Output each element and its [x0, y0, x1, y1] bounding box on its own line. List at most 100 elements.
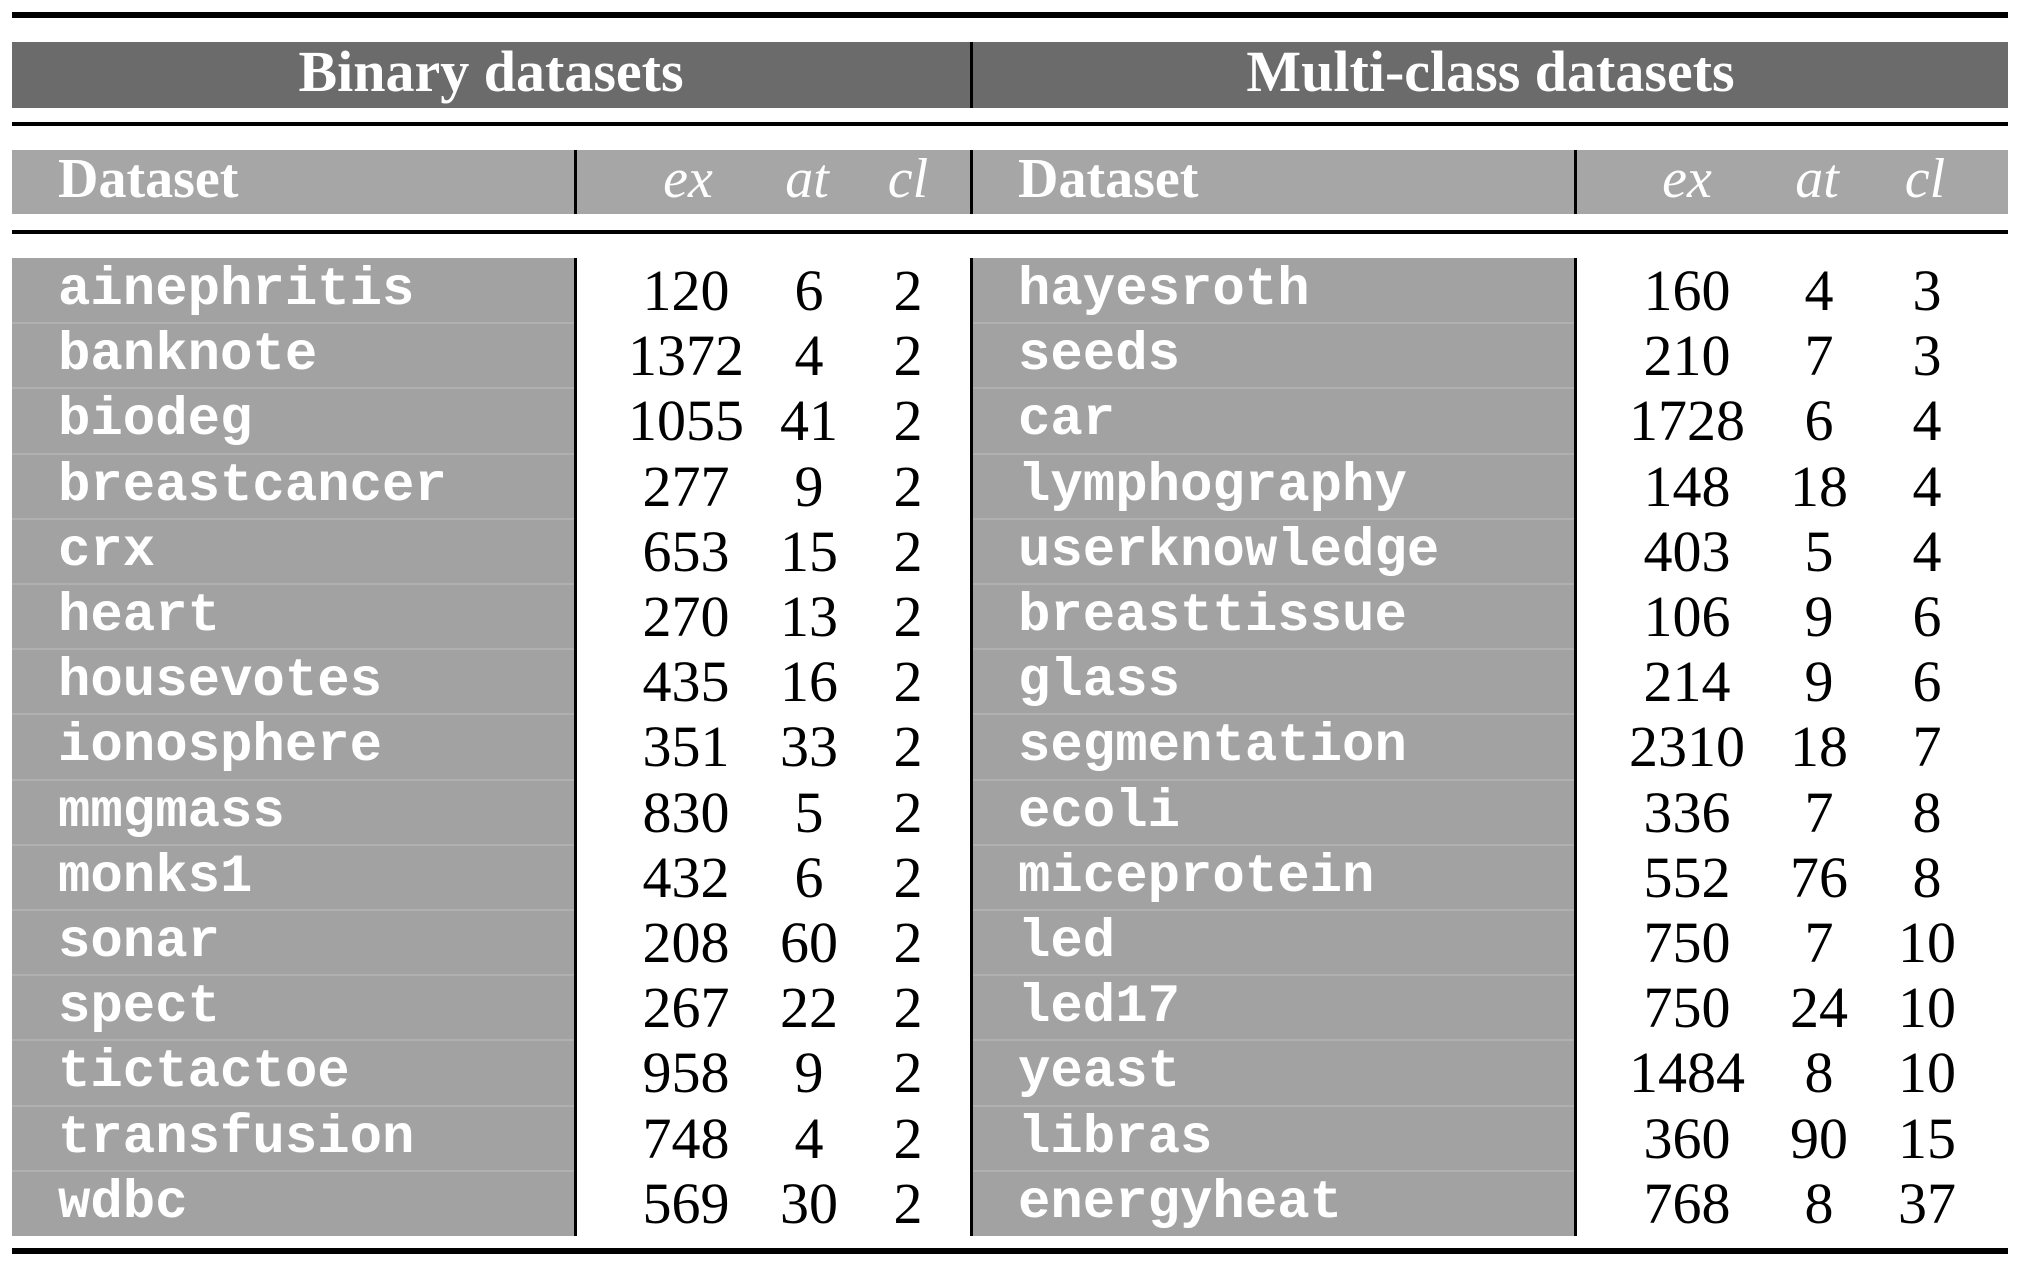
binary-cl-cell: 2 [893, 1105, 923, 1171]
multi-ex-cell: 750 [1643, 975, 1731, 1041]
row-separator [973, 583, 1574, 585]
binary-ex-cell: 277 [642, 453, 730, 519]
binary-cl-cell: 2 [893, 649, 923, 715]
multi-ex-cell: 1728 [1629, 388, 1745, 454]
binary-cl-cell: 2 [893, 584, 923, 649]
table-row: heart 270 13 2 breasttissue 106 9 6 [0, 584, 2020, 649]
binary-name-band [12, 258, 574, 1236]
binary-at-cell: 60 [780, 910, 838, 975]
multi-ex-cell: 1484 [1629, 1040, 1745, 1106]
multi-dataset-name: car [1018, 390, 1116, 452]
table-row: breastcancer 277 9 2 lymphography 148 18 4 [0, 454, 2020, 519]
binary-dataset-name: banknote [58, 325, 318, 387]
table-row: mmgmass 830 5 2 ecoli 336 7 8 [0, 780, 2020, 845]
binary-ex-cell: 270 [642, 584, 730, 649]
table-row: banknote 1372 4 2 seeds 210 7 3 [0, 323, 2020, 388]
binary-ex-cell: 435 [642, 649, 730, 715]
binary-ex-cell: 432 [642, 844, 730, 910]
binary-at-cell: 22 [780, 975, 838, 1041]
row-separator [12, 974, 574, 977]
title-divider [970, 42, 973, 108]
table-row: tictactoe 958 9 2 yeast 1484 8 10 [0, 1040, 2020, 1105]
multi-cl-cell: 10 [1898, 1040, 1956, 1106]
multi-at-header: at [1795, 148, 1839, 210]
binary-ex-cell: 120 [642, 258, 730, 323]
row-separator [973, 1169, 1574, 1172]
multi-ex-cell: 210 [1643, 323, 1731, 389]
multi-ex-cell: 148 [1643, 453, 1731, 519]
binary-dataset-name: breastcancer [58, 455, 447, 517]
multi-at-cell: 6 [1804, 388, 1834, 454]
binary-dataset-name: crx [58, 520, 156, 582]
multi-ex-cell: 160 [1643, 258, 1731, 323]
binary-cl-cell: 2 [893, 388, 923, 454]
table-row: spect 267 22 2 led17 750 24 10 [0, 975, 2020, 1040]
row-separator [12, 517, 574, 520]
binary-cl-cell: 2 [893, 1040, 923, 1106]
multi-at-cell: 18 [1790, 714, 1848, 780]
multi-at-cell: 8 [1804, 1040, 1834, 1106]
multi-ex-cell: 360 [1643, 1105, 1731, 1171]
multi-cl-header: cl [1904, 148, 1946, 210]
binary-at-cell: 5 [794, 779, 824, 845]
binary-cl-cell: 2 [893, 518, 923, 584]
multi-dataset-name: led17 [1018, 977, 1181, 1039]
binary-dataset-name: transfusion [58, 1107, 415, 1169]
multi-dataset-name: lymphography [1018, 455, 1407, 517]
binary-cl-cell: 2 [893, 1170, 923, 1236]
multi-dataset-name: miceprotein [1018, 846, 1375, 908]
binary-ex-cell: 653 [642, 518, 730, 584]
binary-cl-cell: 2 [893, 779, 923, 845]
multi-title-band [973, 42, 2008, 108]
row-separator [973, 1104, 1574, 1107]
multi-ex-cell: 336 [1643, 779, 1731, 845]
row-separator [973, 778, 1574, 781]
multi-dataset-name: segmentation [1018, 716, 1407, 778]
binary-dataset-name: mmgmass [58, 781, 285, 843]
row-separator [12, 1039, 574, 1042]
binary-ex-cell: 958 [642, 1040, 730, 1106]
row-separator [12, 648, 574, 651]
binary-at-cell: 6 [794, 844, 824, 910]
row-separator [12, 322, 574, 325]
multi-dataset-name: ecoli [1018, 781, 1181, 843]
row-separator [12, 1169, 574, 1172]
multi-dataset-name: hayesroth [1018, 260, 1310, 321]
multi-dataset-name: libras [1018, 1107, 1213, 1169]
row-separator [973, 843, 1574, 846]
multi-cl-cell: 8 [1912, 779, 1942, 845]
multi-at-cell: 7 [1804, 910, 1834, 975]
title-rule [12, 122, 2008, 126]
table-row: ionosphere 351 33 2 segmentation 2310 18 7 [0, 714, 2020, 779]
binary-ex-cell: 748 [642, 1105, 730, 1171]
multi-at-cell: 7 [1804, 323, 1834, 389]
multi-cl-cell: 4 [1912, 518, 1942, 584]
multi-ex-cell: 768 [1643, 1170, 1731, 1236]
center-header-divider [970, 150, 973, 214]
row-separator [973, 974, 1574, 977]
row-separator [973, 452, 1574, 455]
binary-at-cell: 4 [794, 1105, 824, 1171]
multi-cl-cell: 6 [1912, 649, 1942, 715]
table-row: biodeg 1055 41 2 car 1728 6 4 [0, 388, 2020, 453]
binary-ex-cell: 569 [642, 1170, 730, 1236]
multi-dataset-name: yeast [1018, 1042, 1181, 1104]
multi-dataset-name: userknowledge [1018, 520, 1440, 582]
multi-ex-cell: 750 [1643, 910, 1731, 975]
multi-cl-cell: 7 [1912, 714, 1942, 780]
multi-cl-cell: 3 [1912, 258, 1942, 323]
multi-name-band [973, 258, 1574, 1236]
binary-cl-cell: 2 [893, 844, 923, 910]
multi-at-cell: 24 [1790, 975, 1848, 1041]
row-separator [12, 778, 574, 781]
row-separator [973, 648, 1574, 651]
multi-at-cell: 8 [1804, 1170, 1834, 1236]
binary-dataset-header: Dataset [58, 148, 239, 210]
multi-at-cell: 9 [1804, 649, 1834, 715]
row-separator [973, 1039, 1574, 1042]
row-separator [12, 843, 574, 846]
table-row: crx 653 15 2 userknowledge 403 5 4 [0, 519, 2020, 584]
multi-cl-cell: 3 [1912, 323, 1942, 389]
multi-cl-cell: 37 [1898, 1170, 1956, 1236]
binary-dataset-name: ainephritis [58, 260, 415, 321]
